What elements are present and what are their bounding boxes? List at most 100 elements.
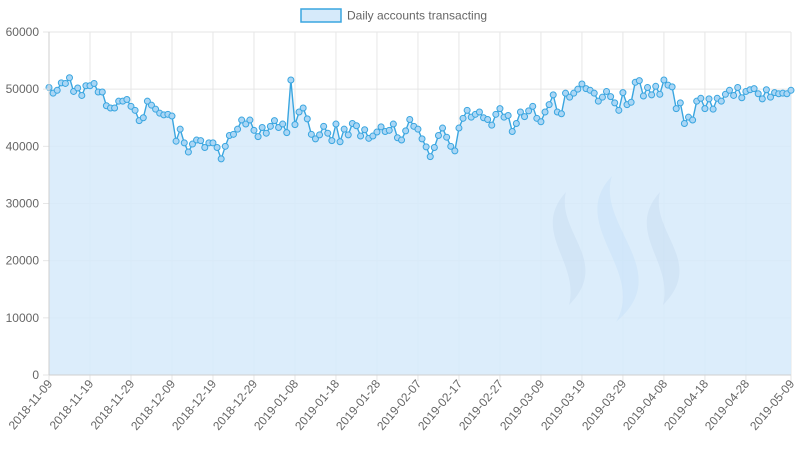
- data-point: [283, 129, 291, 137]
- data-point: [652, 82, 660, 90]
- data-point: [295, 108, 303, 116]
- data-point: [303, 115, 311, 123]
- legend-swatch[interactable]: [300, 8, 342, 23]
- data-point: [217, 155, 225, 163]
- data-point: [66, 74, 73, 82]
- data-point: [537, 118, 545, 126]
- data-point: [570, 89, 578, 97]
- data-points: [45, 74, 795, 163]
- data-point: [90, 79, 98, 87]
- data-point: [475, 108, 483, 116]
- data-point: [209, 139, 217, 147]
- data-point: [734, 83, 742, 91]
- data-point: [701, 105, 709, 113]
- data-point: [311, 135, 319, 143]
- data-point: [242, 120, 250, 128]
- data-point: [730, 91, 738, 99]
- y-tick-label: 0: [32, 368, 39, 382]
- data-point: [557, 110, 565, 118]
- data-point: [307, 130, 315, 138]
- data-point: [787, 86, 795, 94]
- data-point: [672, 105, 680, 113]
- data-point: [426, 153, 434, 161]
- data-point: [717, 97, 725, 105]
- data-point: [767, 93, 774, 101]
- data-point: [316, 131, 324, 139]
- data-point: [697, 94, 705, 102]
- data-point: [635, 77, 643, 85]
- data-point: [496, 105, 504, 113]
- data-point: [529, 102, 537, 110]
- data-point: [320, 122, 328, 130]
- data-point: [258, 123, 266, 131]
- data-point: [221, 142, 229, 150]
- data-point: [254, 133, 262, 141]
- data-point: [434, 131, 442, 139]
- data-point: [726, 86, 734, 94]
- data-point: [656, 90, 664, 98]
- data-point: [516, 108, 524, 116]
- data-point: [270, 117, 278, 125]
- data-point: [250, 126, 258, 134]
- data-point: [439, 124, 447, 132]
- data-point: [373, 128, 381, 136]
- data-point: [398, 136, 406, 144]
- data-point: [603, 87, 611, 95]
- data-point: [648, 91, 656, 99]
- y-tick-label: 60000: [6, 25, 40, 39]
- data-point: [340, 125, 348, 133]
- data-point: [463, 106, 471, 114]
- data-point: [111, 104, 119, 112]
- x-tick-label: 2019-05-09: [747, 377, 797, 433]
- data-point: [508, 127, 516, 135]
- data-point: [418, 135, 426, 143]
- data-point: [266, 122, 274, 130]
- data-point: [594, 97, 602, 105]
- data-point: [344, 131, 352, 139]
- data-point: [168, 112, 176, 120]
- data-point: [53, 86, 61, 94]
- data-point: [291, 121, 299, 129]
- data-point: [184, 148, 192, 156]
- data-point: [615, 106, 623, 114]
- legend-label[interactable]: Daily accounts transacting: [347, 9, 487, 23]
- data-point: [762, 86, 770, 94]
- data-point: [152, 105, 160, 113]
- data-point: [504, 111, 512, 119]
- data-point: [172, 137, 180, 145]
- data-point: [705, 95, 713, 103]
- data-point: [131, 106, 139, 114]
- data-point: [147, 101, 155, 109]
- data-point: [143, 97, 151, 105]
- data-point: [611, 99, 619, 107]
- data-point: [78, 91, 86, 99]
- data-point: [98, 88, 106, 96]
- data-point: [738, 94, 746, 102]
- area-series: [48, 77, 792, 375]
- data-point: [639, 92, 647, 100]
- legend[interactable]: Daily accounts transacting: [300, 8, 487, 23]
- data-point: [406, 115, 414, 123]
- data-point: [680, 119, 688, 127]
- data-point: [676, 99, 684, 107]
- data-point: [287, 76, 295, 84]
- data-point: [750, 85, 758, 93]
- data-point: [414, 125, 422, 133]
- data-point: [754, 90, 762, 98]
- data-point: [709, 105, 717, 113]
- data-point: [336, 138, 344, 146]
- data-point: [74, 84, 82, 92]
- data-point: [389, 120, 397, 128]
- data-point: [488, 121, 496, 129]
- data-point: [246, 116, 254, 124]
- data-point: [328, 137, 336, 145]
- data-point: [721, 90, 729, 98]
- data-point: [357, 132, 365, 140]
- data-point: [238, 116, 246, 124]
- data-point: [627, 98, 635, 106]
- data-point: [660, 76, 668, 84]
- y-tick-label: 10000: [6, 311, 40, 325]
- data-point: [447, 142, 455, 150]
- data-point: [758, 95, 766, 103]
- data-point: [201, 143, 209, 151]
